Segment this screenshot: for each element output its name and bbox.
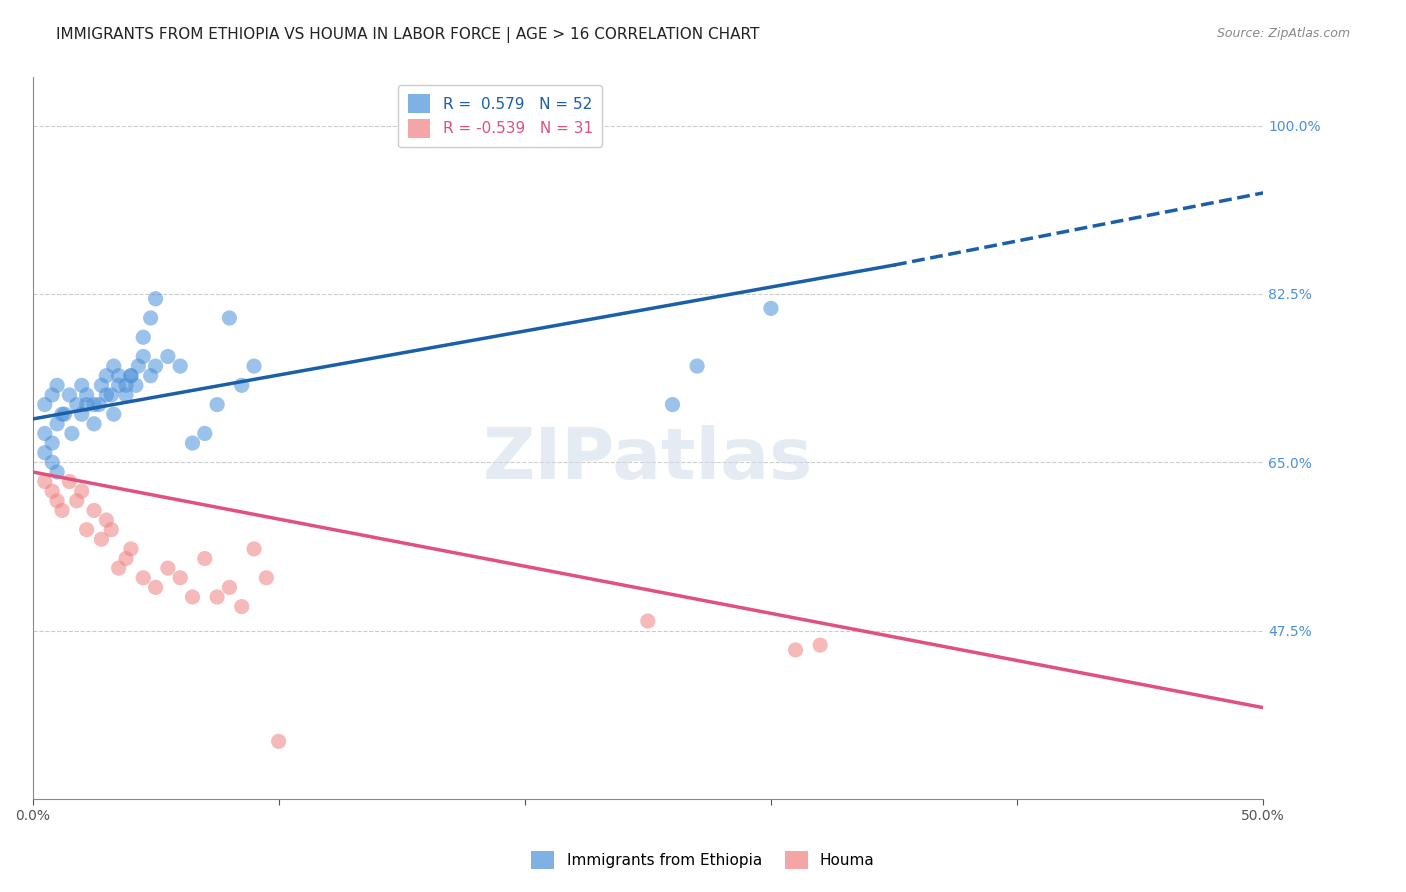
Point <box>51 503 73 517</box>
Point <box>120 368 142 383</box>
Point <box>194 426 217 441</box>
Point <box>127 359 149 373</box>
Point <box>76 398 98 412</box>
Point <box>231 599 253 614</box>
Point <box>808 638 831 652</box>
Point <box>132 571 155 585</box>
Point <box>70 407 93 421</box>
Point <box>205 398 228 412</box>
Point <box>66 398 89 412</box>
Point <box>115 388 138 402</box>
Point <box>58 388 80 402</box>
Point <box>103 359 125 373</box>
Point <box>34 398 56 412</box>
Point <box>132 350 155 364</box>
Point <box>156 350 179 364</box>
Point <box>759 301 782 316</box>
Point <box>46 493 69 508</box>
Point <box>90 378 112 392</box>
Point <box>254 571 277 585</box>
Point <box>686 359 709 373</box>
Point <box>181 436 204 450</box>
Point <box>100 523 122 537</box>
Point <box>169 571 191 585</box>
Point <box>243 359 266 373</box>
Point <box>96 388 118 402</box>
Point <box>218 581 240 595</box>
Point <box>231 378 253 392</box>
Point <box>107 378 129 392</box>
Point <box>205 590 228 604</box>
Point <box>107 561 129 575</box>
Text: ZIPatlas: ZIPatlas <box>482 425 813 494</box>
Point <box>66 493 89 508</box>
Point <box>194 551 217 566</box>
Point <box>120 368 142 383</box>
Point <box>103 407 125 421</box>
Point <box>34 426 56 441</box>
Point <box>181 590 204 604</box>
Point <box>156 561 179 575</box>
Point <box>34 475 56 489</box>
Point <box>70 378 93 392</box>
Point <box>139 368 162 383</box>
Point <box>58 475 80 489</box>
Point <box>145 359 167 373</box>
Point <box>145 581 167 595</box>
Text: Source: ZipAtlas.com: Source: ZipAtlas.com <box>1216 27 1350 40</box>
Point <box>51 407 73 421</box>
Point <box>132 330 155 344</box>
Legend: R =  0.579   N = 52, R = -0.539   N = 31: R = 0.579 N = 52, R = -0.539 N = 31 <box>398 85 602 147</box>
Point <box>87 398 110 412</box>
Point <box>107 368 129 383</box>
Point <box>60 426 83 441</box>
Point <box>46 417 69 431</box>
Point <box>76 523 98 537</box>
Point <box>637 614 659 628</box>
Point <box>96 368 118 383</box>
Point <box>267 734 290 748</box>
Point <box>41 388 63 402</box>
Point <box>70 484 93 499</box>
Point <box>76 388 98 402</box>
Point <box>83 503 105 517</box>
Legend: Immigrants from Ethiopia, Houma: Immigrants from Ethiopia, Houma <box>526 845 880 875</box>
Point <box>125 378 148 392</box>
Point <box>46 378 69 392</box>
Point <box>90 533 112 547</box>
Point <box>46 465 69 479</box>
Point <box>83 398 105 412</box>
Point <box>41 484 63 499</box>
Point <box>83 417 105 431</box>
Point <box>145 292 167 306</box>
Point <box>139 310 162 325</box>
Point <box>120 541 142 556</box>
Point <box>53 407 76 421</box>
Point <box>218 310 240 325</box>
Point <box>41 436 63 450</box>
Point <box>169 359 191 373</box>
Point <box>785 643 807 657</box>
Point <box>115 378 138 392</box>
Text: IMMIGRANTS FROM ETHIOPIA VS HOUMA IN LABOR FORCE | AGE > 16 CORRELATION CHART: IMMIGRANTS FROM ETHIOPIA VS HOUMA IN LAB… <box>56 27 759 43</box>
Point <box>41 455 63 469</box>
Point <box>34 445 56 459</box>
Point <box>96 513 118 527</box>
Point <box>661 398 683 412</box>
Point <box>100 388 122 402</box>
Point <box>115 551 138 566</box>
Point <box>243 541 266 556</box>
